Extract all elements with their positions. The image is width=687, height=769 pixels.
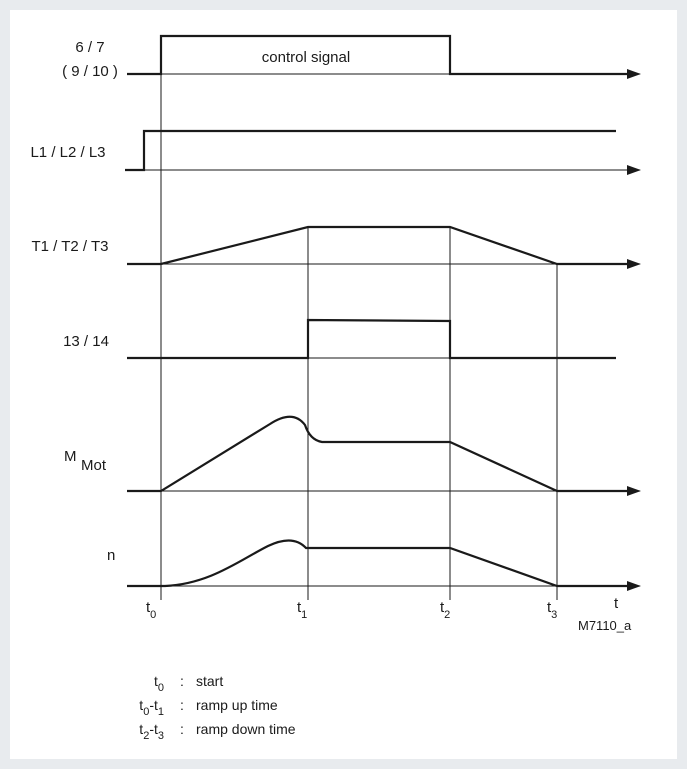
diagram-panel: control signal 6 / 7 ( 9 / 10 ) L1 / L2 … bbox=[10, 10, 677, 759]
legend-separator: : bbox=[180, 673, 184, 689]
signal-trace bbox=[125, 129, 616, 172]
row-supply: L1 / L2 / L3 bbox=[30, 129, 641, 175]
legend: t0 : start t0-t1 : ramp up time t2-t3 : … bbox=[139, 673, 296, 742]
signal-trace bbox=[127, 34, 628, 76]
figure-code: M7110_a bbox=[578, 618, 632, 633]
signal-label-13-14: 13 / 14 bbox=[63, 333, 109, 350]
legend-item-ramp-down: t2-t3 : ramp down time bbox=[139, 721, 296, 742]
tick-t1: t1 bbox=[297, 599, 307, 621]
tick-t0: t0 bbox=[146, 599, 156, 621]
signal-label-t1-t2-t3: T1 / T2 / T3 bbox=[32, 238, 109, 255]
signal-label-6-7: 6 / 7 bbox=[75, 39, 104, 56]
legend-description: ramp down time bbox=[196, 721, 296, 737]
tick-t3: t3 bbox=[547, 599, 557, 621]
signal-label-l1-l2-l3: L1 / L2 / L3 bbox=[30, 144, 105, 161]
signal-trace bbox=[127, 318, 616, 360]
time-axis-labels: t0 t1 t2 t3 t M7110_a bbox=[146, 595, 632, 633]
row-speed: n bbox=[107, 539, 641, 591]
legend-separator: : bbox=[180, 721, 184, 737]
legend-separator: : bbox=[180, 697, 184, 713]
signal-trace bbox=[127, 225, 628, 266]
legend-item-start: t0 : start bbox=[154, 673, 223, 694]
row-output: T1 / T2 / T3 bbox=[32, 225, 641, 269]
legend-description: ramp up time bbox=[196, 697, 278, 713]
signal-trace bbox=[127, 539, 628, 588]
signal-label-m: M bbox=[64, 448, 77, 465]
row-motor-torque: M Mot bbox=[64, 415, 641, 496]
time-axis-label: t bbox=[614, 595, 619, 612]
signal-label-9-10: ( 9 / 10 ) bbox=[62, 63, 118, 80]
legend-item-ramp-up: t0-t1 : ramp up time bbox=[139, 697, 278, 718]
legend-description: start bbox=[196, 673, 223, 689]
signal-label-mot: Mot bbox=[81, 457, 107, 474]
time-guides bbox=[160, 35, 558, 600]
timing-diagram: control signal 6 / 7 ( 9 / 10 ) L1 / L2 … bbox=[30, 34, 641, 742]
legend-term: t0 bbox=[154, 673, 164, 694]
legend-term: t2-t3 bbox=[139, 721, 164, 742]
legend-term: t0-t1 bbox=[139, 697, 164, 718]
signal-trace bbox=[127, 415, 628, 493]
row-relay: 13 / 14 bbox=[63, 318, 616, 360]
tick-t2: t2 bbox=[440, 599, 450, 621]
control-signal-label: control signal bbox=[262, 49, 350, 66]
row-control-signal: control signal 6 / 7 ( 9 / 10 ) bbox=[62, 34, 641, 80]
signal-label-n: n bbox=[107, 547, 115, 564]
